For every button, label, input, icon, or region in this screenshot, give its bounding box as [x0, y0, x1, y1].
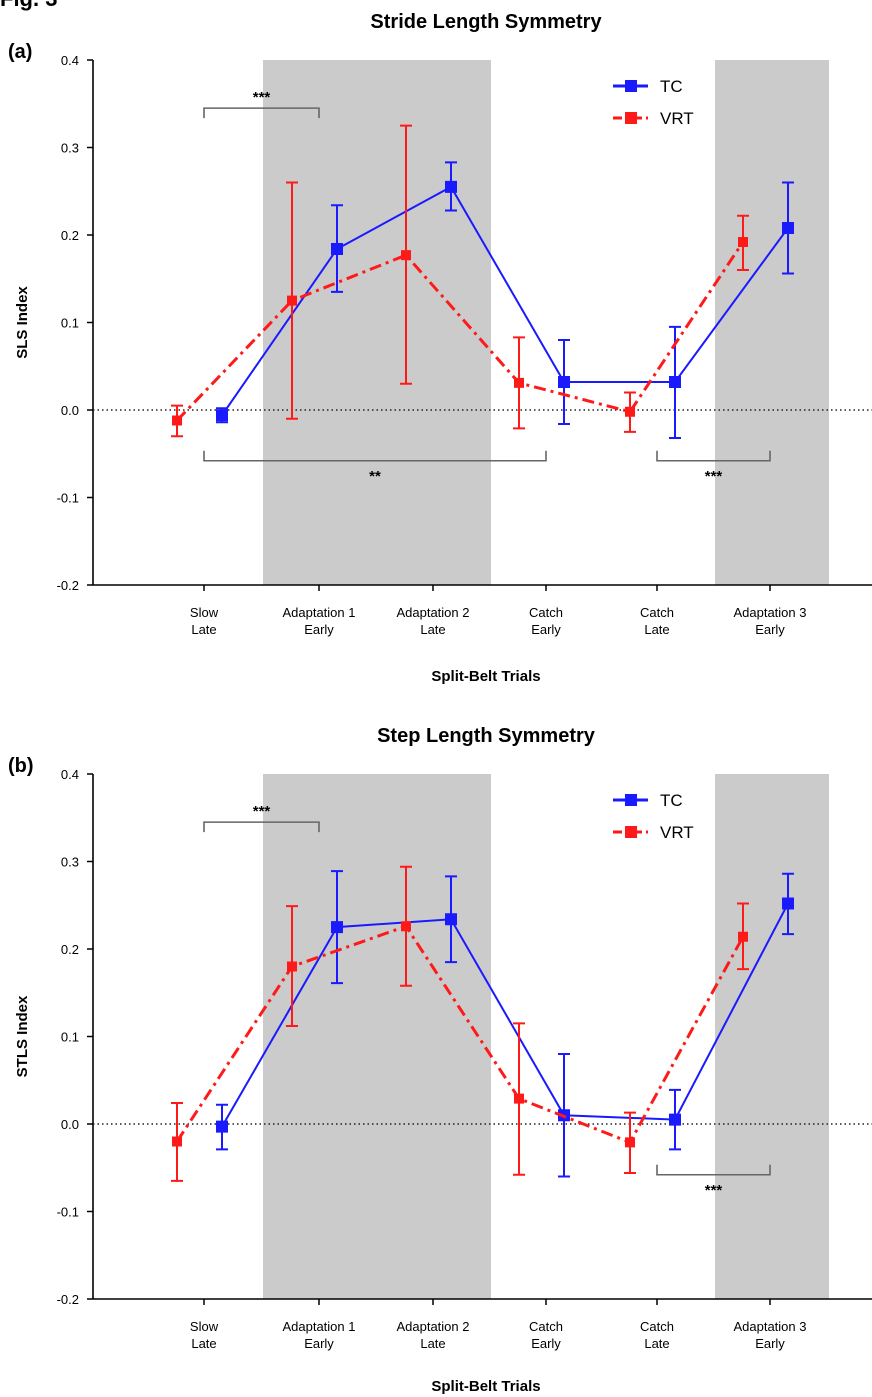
- legend-label-vrt: VRT: [660, 109, 694, 128]
- data-point-vrt: [172, 1136, 182, 1147]
- y-tick-label: -0.1: [57, 491, 79, 506]
- x-tick-label: Catch: [529, 1319, 563, 1334]
- x-axis-label: Split-Belt Trials: [431, 1378, 540, 1395]
- x-tick-label-line2: Early: [531, 622, 561, 637]
- x-tick-label-line2: Late: [191, 1336, 216, 1351]
- data-point-tc: [782, 222, 794, 234]
- data-point-vrt: [401, 921, 411, 932]
- data-point-vrt: [514, 1093, 524, 1104]
- x-tick-label: Slow: [190, 1319, 219, 1334]
- significance-label: ***: [253, 89, 271, 106]
- x-tick-label: Adaptation 3: [733, 1319, 806, 1334]
- significance-bracket: [656, 450, 771, 462]
- shaded-region: [715, 60, 829, 585]
- y-tick-label: 0.0: [61, 403, 79, 418]
- y-tick-label: -0.2: [57, 1292, 79, 1307]
- data-point-tc: [331, 921, 343, 934]
- figure-label: Fig. 3: [0, 0, 57, 12]
- chart-title: Step Length Symmetry: [377, 725, 596, 747]
- y-axis-label: SLS Index: [14, 286, 31, 359]
- x-tick-label: Adaptation 2: [396, 1319, 469, 1334]
- y-tick-label: 0.1: [61, 1030, 79, 1045]
- x-tick-label-line2: Early: [755, 1336, 785, 1351]
- x-tick-label-line2: Early: [304, 1336, 334, 1351]
- y-tick-label: 0.4: [61, 767, 79, 782]
- significance-bracket: [656, 1164, 771, 1176]
- data-point-vrt: [625, 406, 635, 417]
- shaded-region: [715, 774, 829, 1299]
- data-point-tc: [669, 1113, 681, 1126]
- legend-marker-tc: [625, 794, 637, 806]
- significance-bracket: [203, 107, 320, 119]
- panel-label: (b): [8, 755, 34, 777]
- x-tick-label-line2: Late: [644, 622, 669, 637]
- y-tick-label: 0.3: [61, 855, 79, 870]
- x-tick-label: Adaptation 3: [733, 605, 806, 620]
- data-point-vrt: [514, 377, 524, 388]
- x-tick-label-line2: Late: [644, 1336, 669, 1351]
- y-tick-label: 0.2: [61, 942, 79, 957]
- data-point-tc: [445, 180, 457, 193]
- data-point-vrt: [172, 415, 182, 426]
- data-point-vrt: [287, 961, 297, 972]
- y-axis-label: STLS Index: [14, 995, 31, 1077]
- x-tick-label: Catch: [640, 1319, 674, 1334]
- panel-label: (a): [8, 41, 32, 63]
- x-tick-label: Catch: [529, 605, 563, 620]
- legend-marker-vrt: [625, 826, 637, 838]
- data-point-tc: [669, 376, 681, 388]
- data-point-vrt: [625, 1137, 635, 1148]
- x-tick-label: Adaptation 2: [396, 605, 469, 620]
- x-tick-label: Slow: [190, 605, 219, 620]
- y-tick-label: 0.1: [61, 316, 79, 331]
- chart-panel-a: Stride Length Symmetry (a) -0.2 -0.1 0.0 0.1 0…: [8, 11, 872, 685]
- x-tick-label-line2: Late: [420, 622, 445, 637]
- data-point-tc: [331, 243, 343, 255]
- legend-label-tc: TC: [660, 791, 683, 810]
- series-line-vrt: [175, 924, 745, 1145]
- chart-panel-b: Step Length Symmetry (b) -0.2 -0.1 0.0 0.1 0.2…: [8, 725, 872, 1395]
- y-tick-label: -0.1: [57, 1205, 79, 1220]
- y-tick-label: 0.2: [61, 228, 79, 243]
- y-tick-label: 0.3: [61, 141, 79, 156]
- x-tick-label-line2: Late: [420, 1336, 445, 1351]
- shaded-region: [263, 60, 491, 585]
- series-line-tc: [221, 903, 789, 1128]
- data-point-vrt: [738, 931, 748, 942]
- x-tick-label-line2: Early: [531, 1336, 561, 1351]
- legend-marker-tc: [625, 80, 637, 92]
- significance-bracket: [203, 450, 547, 462]
- series-line-vrt: [175, 241, 745, 422]
- data-point-vrt: [401, 250, 411, 261]
- significance-label: **: [369, 468, 381, 485]
- significance-bracket: [203, 821, 320, 833]
- significance-label: ***: [705, 1182, 723, 1199]
- x-tick-label: Adaptation 1: [282, 605, 355, 620]
- legend-marker-vrt: [625, 112, 637, 124]
- significance-label: ***: [705, 468, 723, 485]
- x-tick-label: Adaptation 1: [282, 1319, 355, 1334]
- x-tick-label-line2: Late: [191, 622, 216, 637]
- x-tick-label: Catch: [640, 605, 674, 620]
- chart-title: Stride Length Symmetry: [370, 11, 602, 33]
- legend-label-tc: TC: [660, 77, 683, 96]
- y-tick-label: 0.4: [61, 53, 79, 68]
- data-point-tc: [558, 376, 570, 388]
- data-point-tc: [782, 897, 794, 910]
- data-point-tc: [216, 1120, 228, 1133]
- y-tick-label: 0.0: [61, 1117, 79, 1132]
- shaded-region: [263, 774, 491, 1299]
- x-tick-label-line2: Early: [304, 622, 334, 637]
- data-point-vrt: [287, 295, 297, 306]
- legend-label-vrt: VRT: [660, 823, 694, 842]
- significance-label: ***: [253, 803, 271, 820]
- x-axis-label: Split-Belt Trials: [431, 668, 540, 685]
- series-line-tc: [221, 185, 789, 416]
- data-point-tc: [445, 913, 457, 926]
- y-tick-label: -0.2: [57, 578, 79, 593]
- x-tick-label-line2: Early: [755, 622, 785, 637]
- data-point-vrt: [738, 237, 748, 247]
- data-point-tc: [216, 409, 228, 422]
